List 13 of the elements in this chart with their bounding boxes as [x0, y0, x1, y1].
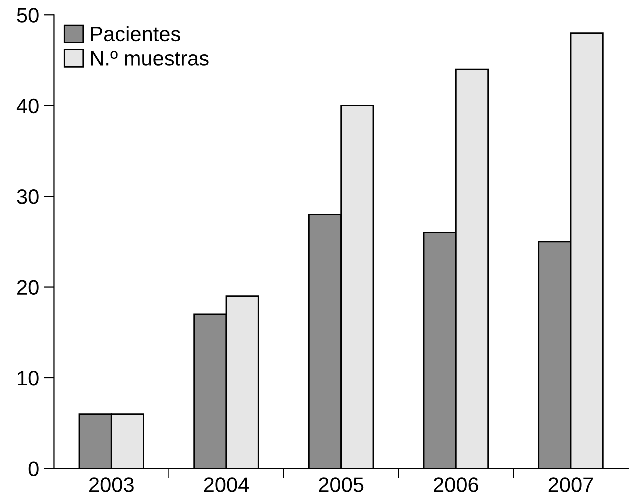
x-tick-label: 2006 — [434, 478, 478, 492]
x-tick-label: 2005 — [319, 478, 364, 492]
x-tick-label: 2004 — [204, 478, 250, 492]
legend-label: Pacientes — [91, 26, 180, 42]
y-tick-label: 20 — [18, 280, 39, 296]
y-tick-label: 0 — [28, 462, 39, 476]
y-tick-label: 50 — [17, 8, 39, 23]
x-tick-label: 2003 — [90, 478, 134, 492]
y-tick-label: 30 — [17, 190, 39, 204]
y-tick-label: 40 — [16, 98, 39, 114]
x-tick-label: 2007 — [548, 478, 594, 492]
legend-label: N.º muestras — [91, 51, 209, 66]
y-tick-label: 10 — [18, 371, 39, 386]
